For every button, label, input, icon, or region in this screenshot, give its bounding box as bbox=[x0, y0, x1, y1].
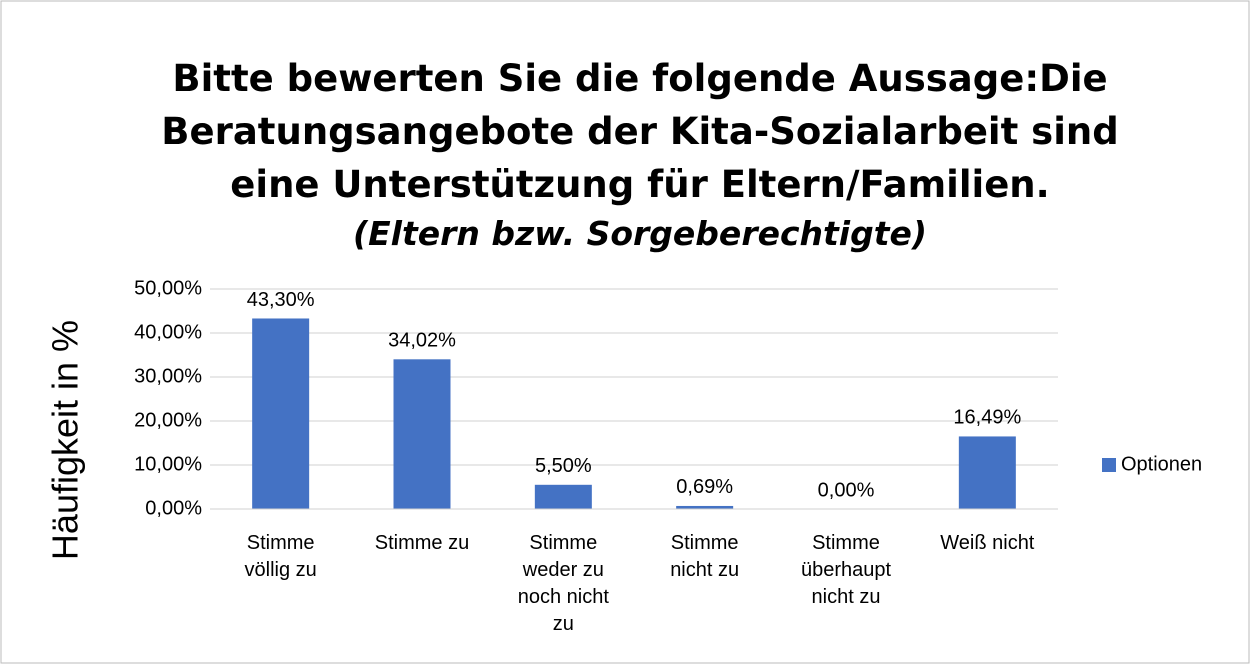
x-tick-label: Stimme überhaupt nicht zu bbox=[800, 532, 892, 608]
y-tick-label: 50,00% bbox=[134, 277, 202, 299]
x-tick-label: Stimme weder zu noch nicht zu bbox=[517, 532, 609, 635]
data-label: 5,50% bbox=[535, 455, 592, 477]
bar bbox=[393, 359, 451, 509]
legend-label: Optionen bbox=[1121, 453, 1202, 475]
x-tick-label: Weiß nicht bbox=[940, 532, 1035, 554]
y-axis-label: Häufigkeit in % bbox=[45, 320, 86, 560]
data-label: 43,30% bbox=[247, 289, 315, 311]
y-tick-label: 10,00% bbox=[134, 453, 202, 475]
chart-title: Bitte bewerten Sie die folgende Aussage:… bbox=[161, 57, 1119, 206]
y-tick-label: 40,00% bbox=[134, 321, 202, 343]
data-label: 0,69% bbox=[676, 476, 733, 498]
x-tick-label: Stimme nicht zu bbox=[670, 532, 740, 581]
y-tick-label: 30,00% bbox=[134, 365, 202, 387]
data-label: 16,49% bbox=[953, 407, 1021, 429]
bar bbox=[534, 484, 592, 509]
data-label: 0,00% bbox=[818, 479, 875, 501]
bar bbox=[252, 318, 310, 509]
y-tick-label: 0,00% bbox=[145, 497, 202, 519]
y-tick-label: 20,00% bbox=[134, 409, 202, 431]
data-label: 34,02% bbox=[388, 330, 456, 352]
x-tick-label: Stimme völlig zu bbox=[244, 532, 317, 581]
bar bbox=[676, 505, 734, 509]
bar bbox=[958, 436, 1016, 509]
legend-swatch bbox=[1102, 458, 1116, 472]
x-tick-label: Stimme zu bbox=[374, 532, 470, 554]
chart-subtitle: (Eltern bzw. Sorgeberechtigte) bbox=[353, 214, 927, 253]
